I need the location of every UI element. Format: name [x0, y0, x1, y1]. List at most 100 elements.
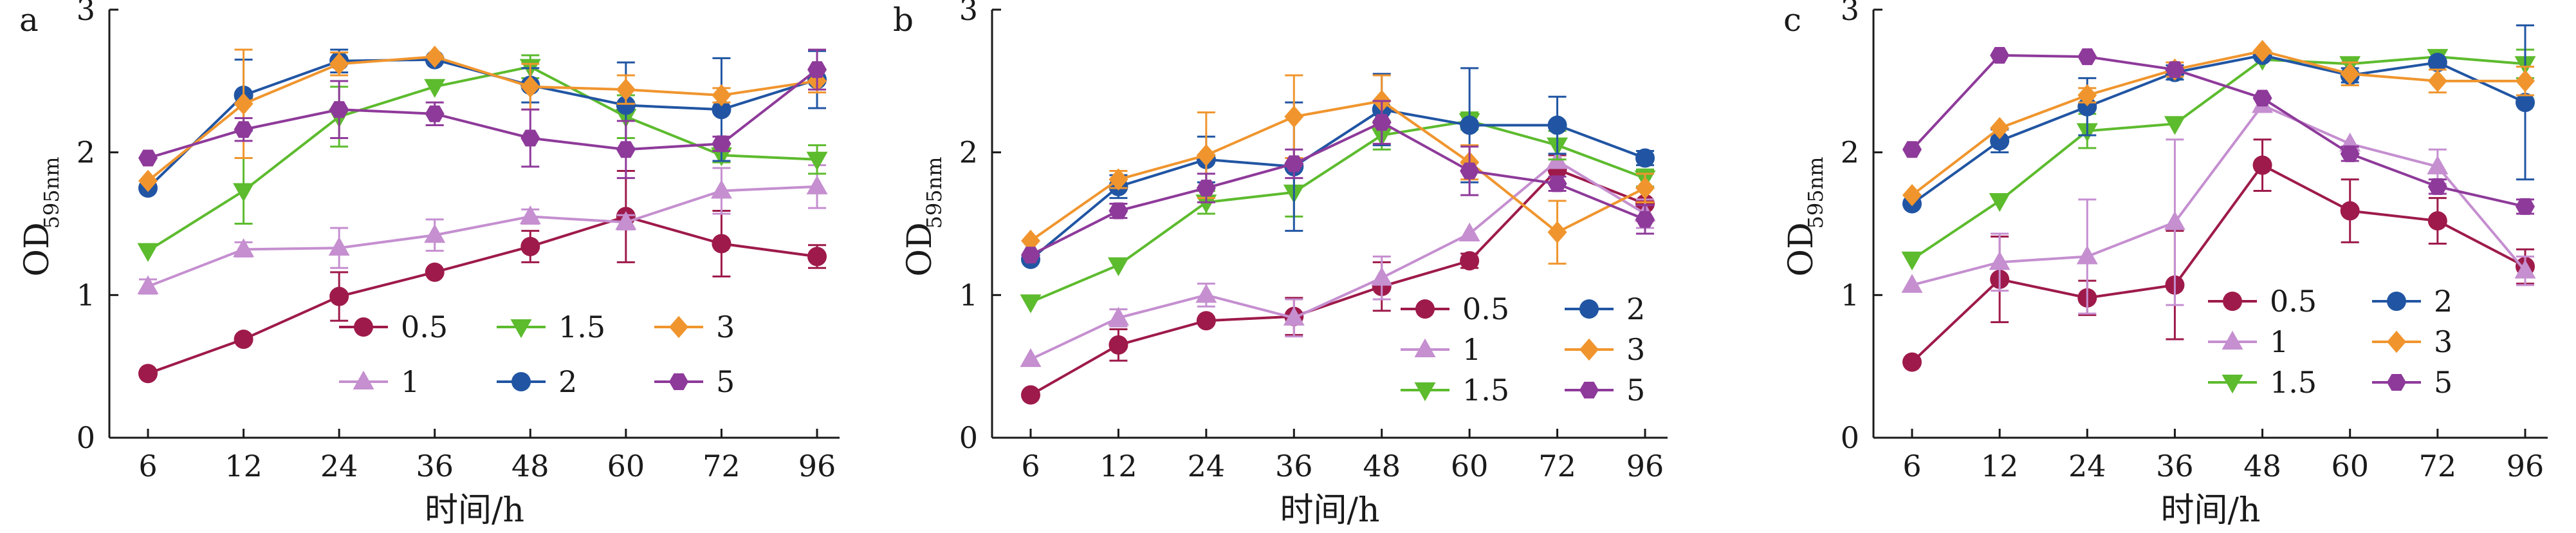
data-point: [1195, 194, 1217, 214]
data-point: [1107, 306, 1129, 326]
data-point: [520, 75, 540, 98]
data-point: [1460, 115, 1480, 135]
legend: 0.5 2 1 3 1.5 5: [1401, 292, 1645, 407]
data-point: [425, 262, 445, 282]
data-point: [1989, 251, 2010, 270]
data-point: [138, 169, 158, 192]
legend-item-1: 1: [2208, 324, 2288, 359]
x-tick-label: 6: [1021, 449, 1040, 483]
legend: 0.5 1.5 3 1 2 5: [339, 310, 735, 399]
legend: 0.5 2 1 3 1.5 5: [2208, 284, 2452, 400]
series-line: [1911, 53, 2526, 205]
data-point: [519, 205, 541, 225]
legend-marker: [2222, 375, 2243, 394]
data-point: [1020, 294, 1042, 313]
legend-marker: [510, 319, 532, 339]
x-tick-label: 36: [416, 449, 454, 483]
data-point: [2514, 259, 2536, 279]
y-tick-label: 3: [1841, 0, 1859, 27]
legend-item-5: 5: [2372, 365, 2452, 400]
series-1: [137, 164, 828, 295]
legend-marker: [353, 370, 374, 389]
x-tick-label: 96: [2507, 449, 2544, 483]
series-line: [1030, 119, 1646, 304]
x-tick-label: 24: [1188, 449, 1226, 483]
data-point: [425, 105, 445, 122]
legend-marker: [1579, 338, 1599, 361]
x-tick-label: 60: [607, 449, 645, 483]
y-axis-label-sub: 595nm: [39, 156, 64, 229]
data-point: [1020, 348, 1042, 368]
data-point: [1547, 175, 1567, 192]
data-point: [1196, 144, 1216, 167]
x-tick-label: 12: [225, 449, 262, 483]
series-line: [1911, 104, 2526, 286]
legend-label: 1.5: [2270, 365, 2317, 400]
data-point: [712, 84, 731, 107]
series-5: [1021, 100, 1655, 264]
data-point: [1990, 46, 2010, 64]
data-point: [2427, 70, 2447, 93]
data-point: [1371, 266, 1393, 286]
legend-item-0.5: 0.5: [339, 310, 448, 344]
legend-label: 0.5: [401, 310, 448, 344]
data-point: [2164, 211, 2185, 230]
y-axis-label-sub: 595nm: [1803, 156, 1828, 229]
panel-label: b: [893, 1, 914, 39]
data-point: [807, 247, 827, 266]
data-point: [137, 243, 159, 262]
data-point: [1283, 306, 1305, 326]
y-axis-label-main: OD: [1782, 222, 1821, 276]
legend-label: 2: [1626, 292, 1645, 326]
data-point: [329, 101, 349, 118]
y-tick-label: 0: [959, 420, 978, 455]
data-point: [1109, 202, 1128, 220]
y-tick-label: 0: [1841, 420, 1859, 455]
legend-item-5: 5: [654, 364, 735, 399]
x-tick-label: 24: [320, 449, 358, 483]
data-point: [1990, 131, 2010, 151]
data-point: [1460, 251, 1480, 271]
data-point: [2077, 84, 2097, 107]
data-point: [233, 238, 255, 257]
legend-label: 5: [716, 364, 735, 399]
legend-marker: [1579, 299, 1599, 319]
data-point: [1458, 222, 1480, 242]
legend-label: 1: [401, 364, 419, 399]
legend-item-3: 3: [654, 310, 735, 344]
data-point: [1635, 148, 1655, 168]
legend-marker: [1415, 299, 1435, 319]
legend-label: 2: [558, 364, 577, 399]
x-tick-label: 72: [1538, 449, 1576, 483]
data-point: [1902, 183, 1922, 207]
series-3: [1902, 40, 2535, 207]
y-tick-label: 2: [1841, 135, 1859, 170]
y-axis-label-main: OD: [901, 222, 939, 276]
data-point: [520, 236, 540, 256]
series-line: [1029, 108, 1646, 261]
legend-marker: [511, 372, 531, 391]
legend-label: 3: [1626, 332, 1645, 367]
data-point: [2165, 61, 2185, 79]
data-point: [328, 236, 350, 256]
legend-marker: [2387, 292, 2406, 311]
legend-marker: [1414, 338, 1436, 357]
series-5: [1902, 46, 2535, 215]
data-point: [424, 79, 446, 98]
y-tick-label: 1: [77, 277, 95, 312]
x-tick-label: 72: [2419, 449, 2457, 483]
legend-marker: [2387, 374, 2406, 391]
data-point: [234, 121, 253, 138]
legend-item-1.5: 1.5: [2208, 365, 2317, 400]
data-point: [2427, 53, 2447, 73]
data-point: [138, 364, 158, 384]
data-point: [2516, 93, 2535, 113]
series-line: [1911, 53, 2526, 208]
data-point: [425, 45, 445, 68]
data-point: [1547, 115, 1567, 135]
data-point: [1109, 168, 1128, 191]
data-point: [2516, 70, 2535, 93]
data-point: [2516, 198, 2535, 215]
series-0.5: [138, 169, 827, 384]
